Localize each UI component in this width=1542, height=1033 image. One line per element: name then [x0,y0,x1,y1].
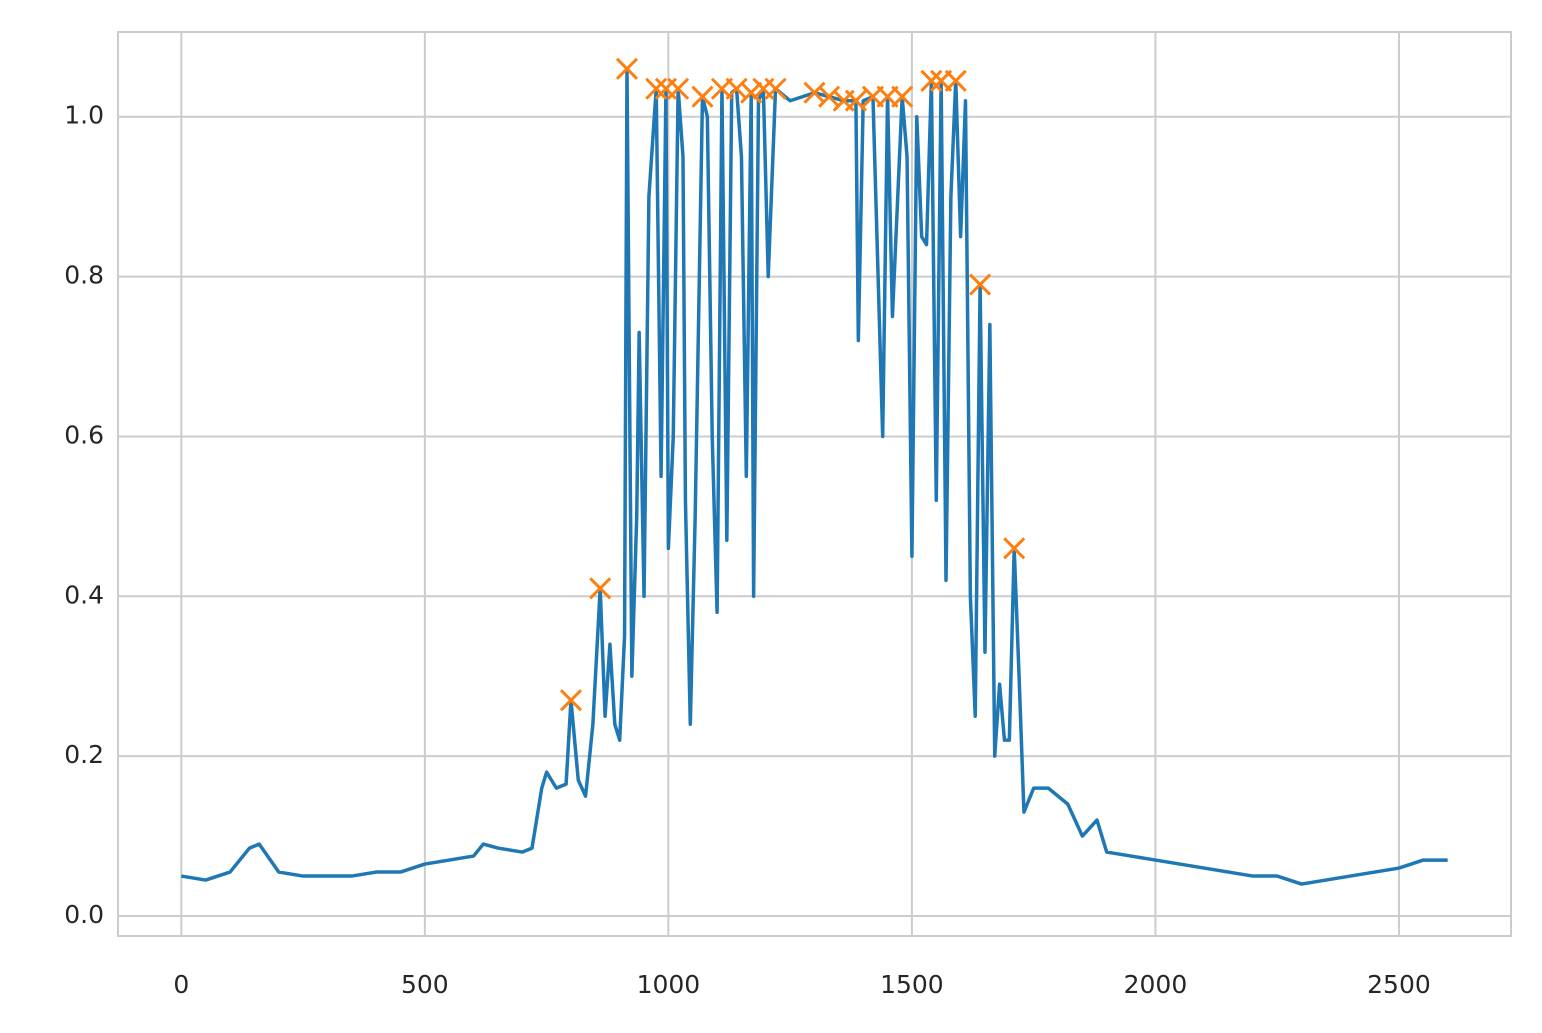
peak-marker [844,89,867,112]
y-tick-label: 0.6 [64,420,104,449]
peak-marker [740,81,763,104]
x-tick-label: 1500 [880,970,944,999]
peak-marker [803,81,826,104]
data-line [181,67,1448,886]
peak-marker [559,689,583,712]
peak-marker [944,69,967,92]
y-tick-label: 0.4 [64,580,104,609]
peak-marker [691,85,714,108]
peak-marker [969,273,992,296]
peak-marker [725,77,748,100]
peak-marker [891,85,914,108]
peak-marker [818,85,841,108]
x-tick-label: 0 [173,970,189,999]
peak-marker [764,77,787,100]
peak-marker [589,577,612,600]
y-tick-label: 0.8 [64,261,104,290]
peak-marker [920,69,943,92]
y-tick-label: 1.0 [64,101,104,130]
plot-frame [117,31,1512,937]
peak-marker [645,77,668,100]
peak-marker [667,77,690,100]
x-tick-label: 2000 [1124,970,1188,999]
y-tick-label: 0.0 [64,900,104,929]
x-tick-label: 1000 [637,970,701,999]
peak-marker [615,57,639,80]
x-tick-label: 2500 [1367,970,1431,999]
y-tick-label: 0.2 [64,740,104,769]
x-tick-label: 500 [401,970,449,999]
peak-marker [1003,537,1026,560]
